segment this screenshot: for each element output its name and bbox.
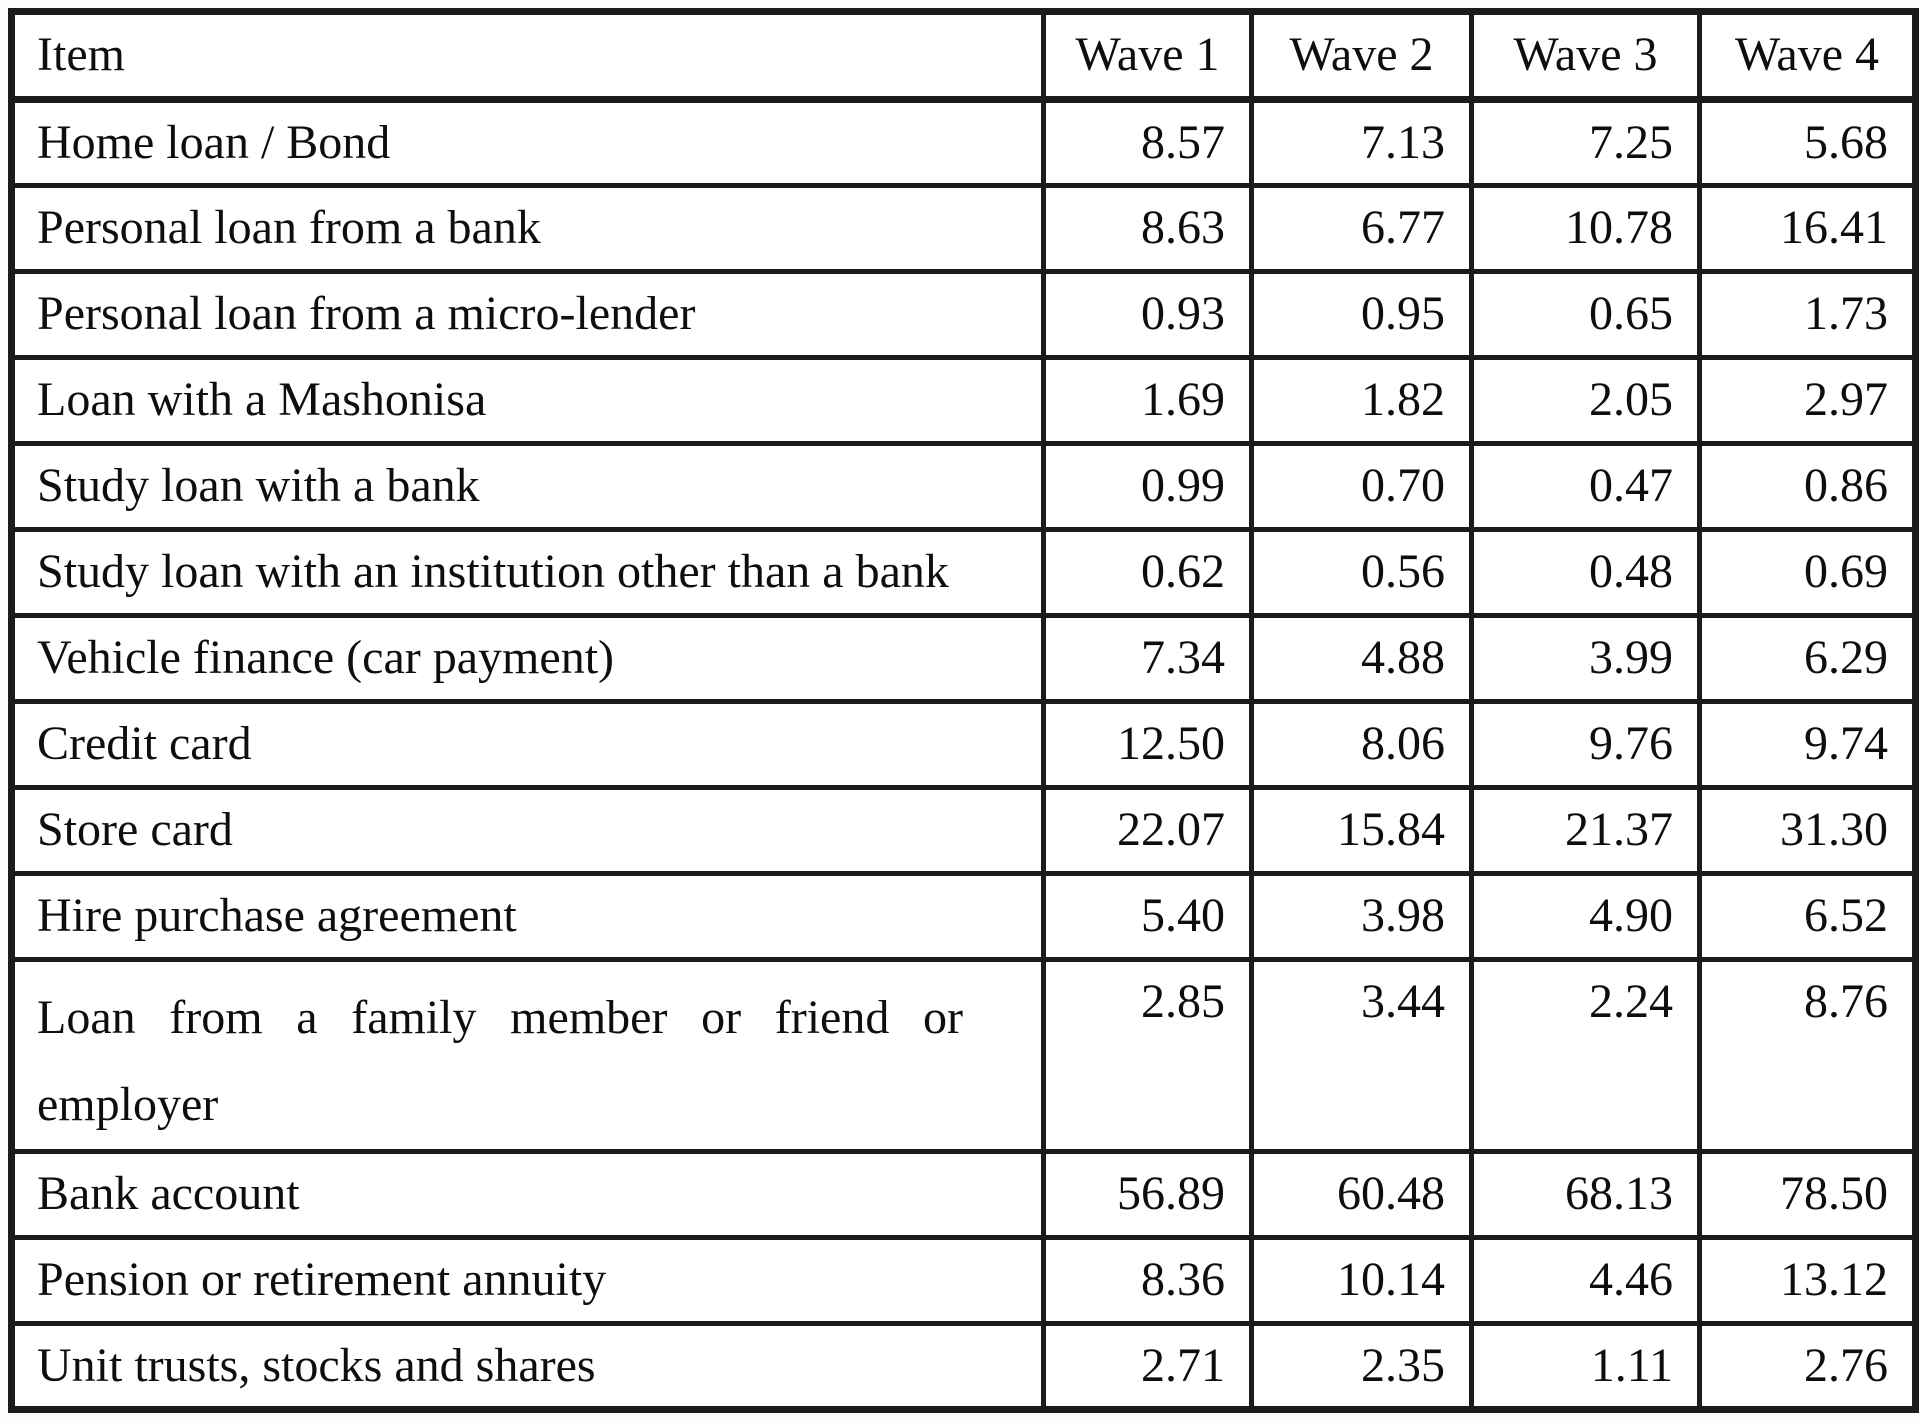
row-item-label: Personal loan from a micro-lender: [9, 269, 1046, 360]
row-value-wave4: 78.50: [1697, 1148, 1918, 1240]
row-value-wave1: 7.34: [1041, 613, 1254, 704]
row-value-wave4: 6.52: [1697, 871, 1918, 962]
row-value-wave1: 0.93: [1041, 269, 1254, 360]
table-row: Study loan with an institution other tha…: [9, 527, 1918, 618]
row-item-label: Loan with a Mashonisa: [9, 355, 1046, 446]
row-item-label: Hire purchase agreement: [9, 871, 1046, 962]
table-row: Store card 22.07 15.84 21.37 31.30: [9, 785, 1918, 876]
row-value-wave2: 8.06: [1249, 699, 1474, 790]
row-item-label: Vehicle finance (car payment): [9, 613, 1046, 704]
row-value-wave2: 6.77: [1249, 183, 1474, 274]
row-value-wave2: 10.14: [1249, 1234, 1474, 1326]
table-row: Pension or retirement annuity 8.36 10.14…: [9, 1234, 1918, 1326]
row-value-wave2: 3.44: [1249, 957, 1474, 1154]
header-row: Item Wave 1 Wave 2 Wave 3 Wave 4: [9, 9, 1918, 103]
table-row: Loan from a family member or friend or e…: [9, 957, 1918, 1154]
row-item-label: Home loan / Bond: [9, 97, 1046, 188]
row-value-wave3: 21.37: [1469, 785, 1702, 876]
row-value-wave4: 0.86: [1697, 441, 1918, 532]
table-row: Credit card 12.50 8.06 9.76 9.74: [9, 699, 1918, 790]
row-value-wave4: 6.29: [1697, 613, 1918, 704]
row-value-wave2: 7.13: [1249, 97, 1474, 188]
row-value-wave2: 0.56: [1249, 527, 1474, 618]
row-value-wave1: 0.99: [1041, 441, 1254, 532]
row-value-wave4: 13.12: [1697, 1234, 1918, 1326]
row-value-wave2: 60.48: [1249, 1148, 1474, 1240]
row-item-label: Pension or retirement annuity: [9, 1234, 1046, 1326]
row-value-wave4: 2.76: [1697, 1320, 1918, 1412]
row-value-wave3: 0.48: [1469, 527, 1702, 618]
table-row: Hire purchase agreement 5.40 3.98 4.90 6…: [9, 871, 1918, 962]
survey-items-by-wave-table: Item Wave 1 Wave 2 Wave 3 Wave 4 Home lo…: [8, 8, 1919, 1413]
table-row: Home loan / Bond 8.57 7.13 7.25 5.68: [9, 97, 1918, 188]
row-value-wave4: 16.41: [1697, 183, 1918, 274]
column-header-wave2: Wave 2: [1249, 9, 1474, 103]
table-header: Item Wave 1 Wave 2 Wave 3 Wave 4: [9, 9, 1918, 103]
row-value-wave1: 5.40: [1041, 871, 1254, 962]
row-value-wave2: 0.95: [1249, 269, 1474, 360]
column-header-item: Item: [9, 9, 1046, 103]
row-item-label: Loan from a family member or friend or e…: [9, 957, 1046, 1154]
table-body: Home loan / Bond 8.57 7.13 7.25 5.68 Per…: [9, 97, 1918, 1412]
row-value-wave3: 3.99: [1469, 613, 1702, 704]
row-value-wave3: 0.65: [1469, 269, 1702, 360]
row-value-wave1: 8.36: [1041, 1234, 1254, 1326]
row-value-wave3: 9.76: [1469, 699, 1702, 790]
row-value-wave2: 1.82: [1249, 355, 1474, 446]
row-item-label: Study loan with a bank: [9, 441, 1046, 532]
table-row: Personal loan from a micro-lender 0.93 0…: [9, 269, 1918, 360]
row-value-wave3: 4.46: [1469, 1234, 1702, 1326]
column-header-wave3: Wave 3: [1469, 9, 1702, 103]
row-value-wave2: 0.70: [1249, 441, 1474, 532]
row-value-wave2: 4.88: [1249, 613, 1474, 704]
row-value-wave1: 22.07: [1041, 785, 1254, 876]
row-item-label: Unit trusts, stocks and shares: [9, 1320, 1046, 1412]
row-value-wave2: 15.84: [1249, 785, 1474, 876]
row-value-wave3: 68.13: [1469, 1148, 1702, 1240]
row-value-wave3: 0.47: [1469, 441, 1702, 532]
row-value-wave1: 2.85: [1041, 957, 1254, 1154]
row-value-wave3: 2.05: [1469, 355, 1702, 446]
row-value-wave2: 2.35: [1249, 1320, 1474, 1412]
table-row: Unit trusts, stocks and shares 2.71 2.35…: [9, 1320, 1918, 1412]
row-value-wave1: 56.89: [1041, 1148, 1254, 1240]
row-value-wave1: 8.63: [1041, 183, 1254, 274]
row-value-wave3: 7.25: [1469, 97, 1702, 188]
row-value-wave1: 1.69: [1041, 355, 1254, 446]
row-value-wave1: 2.71: [1041, 1320, 1254, 1412]
row-item-label: Store card: [9, 785, 1046, 876]
column-header-wave1: Wave 1: [1041, 9, 1254, 103]
row-item-label: Personal loan from a bank: [9, 183, 1046, 274]
row-value-wave3: 2.24: [1469, 957, 1702, 1154]
table-row: Vehicle finance (car payment) 7.34 4.88 …: [9, 613, 1918, 704]
row-value-wave4: 1.73: [1697, 269, 1918, 360]
row-value-wave3: 1.11: [1469, 1320, 1702, 1412]
row-value-wave2: 3.98: [1249, 871, 1474, 962]
table-row: Bank account 56.89 60.48 68.13 78.50: [9, 1148, 1918, 1240]
row-value-wave1: 12.50: [1041, 699, 1254, 790]
row-value-wave4: 2.97: [1697, 355, 1918, 446]
row-value-wave1: 8.57: [1041, 97, 1254, 188]
row-value-wave3: 4.90: [1469, 871, 1702, 962]
table-row: Study loan with a bank 0.99 0.70 0.47 0.…: [9, 441, 1918, 532]
row-item-label: Bank account: [9, 1148, 1046, 1240]
row-value-wave4: 31.30: [1697, 785, 1918, 876]
row-value-wave4: 9.74: [1697, 699, 1918, 790]
table-row: Personal loan from a bank 8.63 6.77 10.7…: [9, 183, 1918, 274]
row-item-label: Study loan with an institution other tha…: [9, 527, 1046, 618]
row-item-label: Credit card: [9, 699, 1046, 790]
row-value-wave1: 0.62: [1041, 527, 1254, 618]
row-value-wave4: 8.76: [1697, 957, 1918, 1154]
column-header-wave4: Wave 4: [1697, 9, 1918, 103]
table-row: Loan with a Mashonisa 1.69 1.82 2.05 2.9…: [9, 355, 1918, 446]
row-value-wave4: 0.69: [1697, 527, 1918, 618]
row-value-wave3: 10.78: [1469, 183, 1702, 274]
row-value-wave4: 5.68: [1697, 97, 1918, 188]
